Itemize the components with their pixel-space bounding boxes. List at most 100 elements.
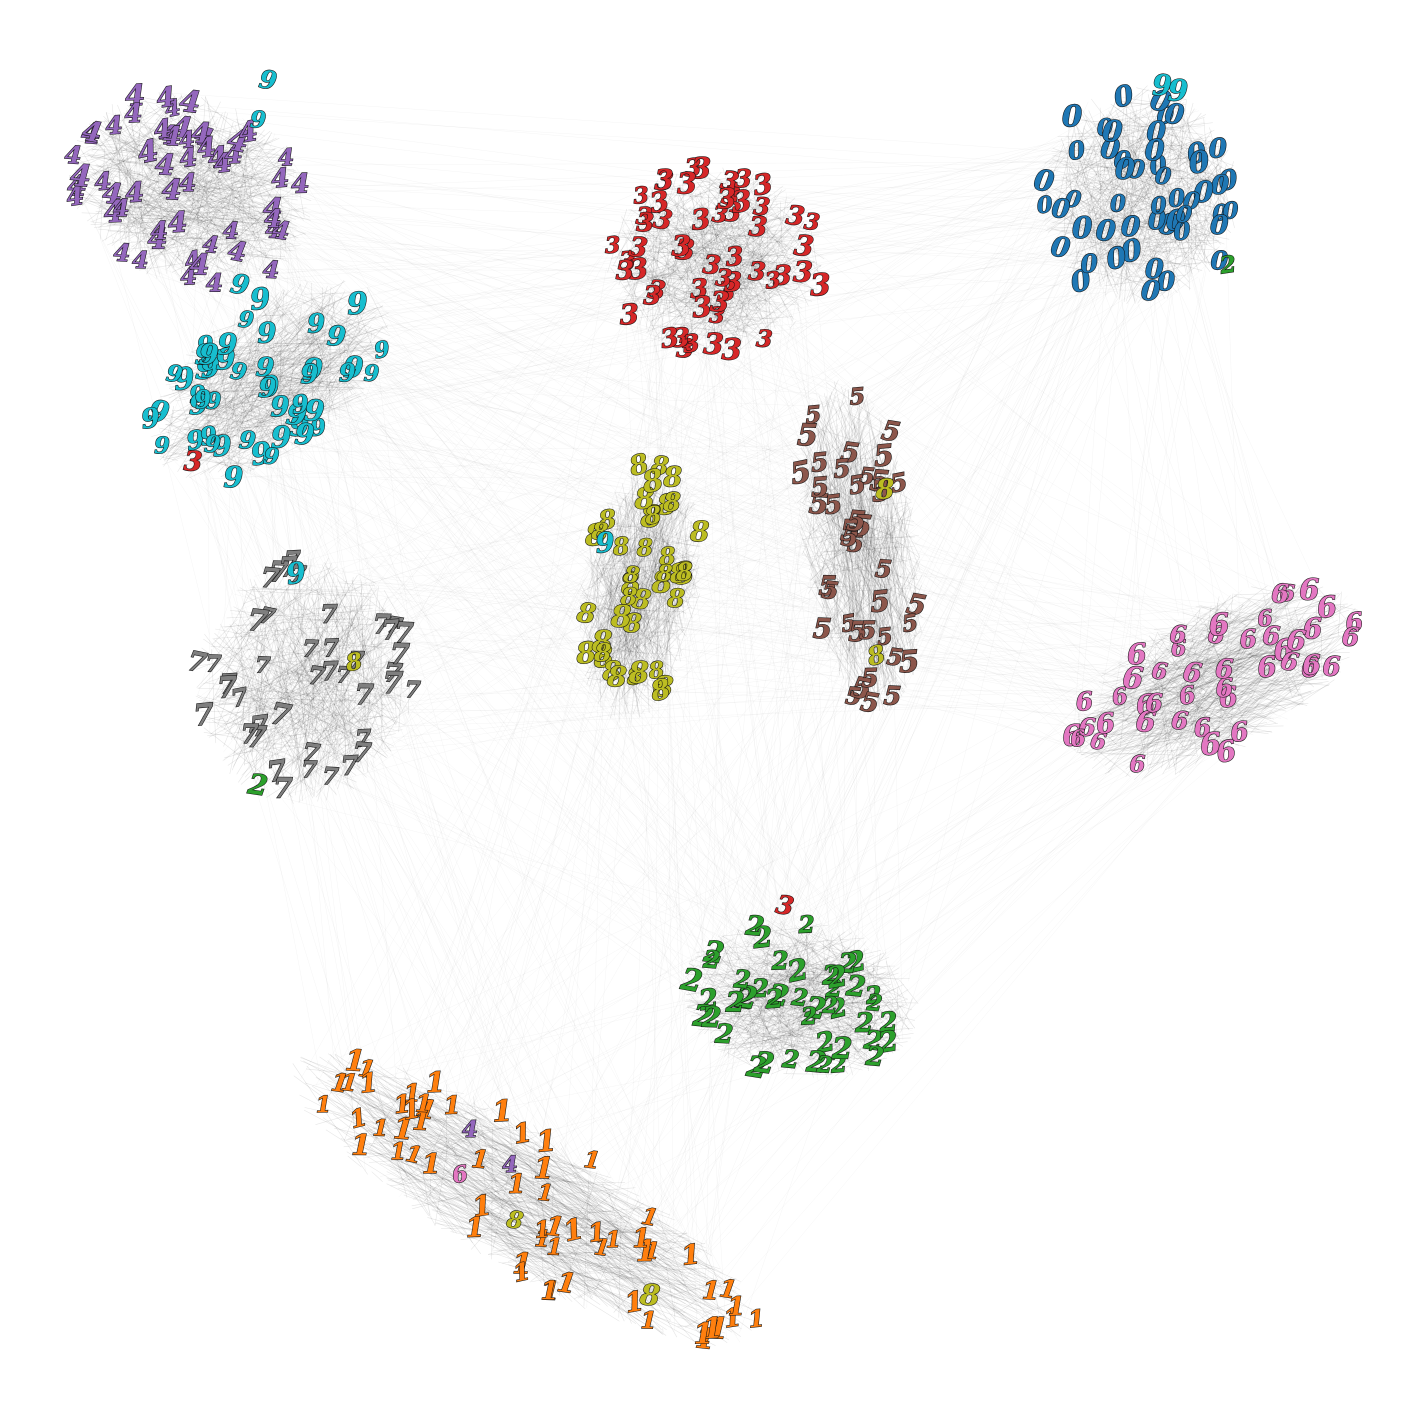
graph-edge	[475, 209, 700, 1184]
graph-edge	[193, 380, 815, 994]
graph-edge	[1117, 191, 1128, 267]
graph-edge	[1143, 257, 1196, 277]
graph-edge	[258, 113, 1120, 694]
graph-edge	[1105, 137, 1177, 261]
graph-edge	[262, 318, 780, 984]
graph-edge	[1144, 151, 1182, 199]
graph-edge	[212, 184, 1071, 282]
graph-edge	[343, 434, 878, 1105]
graph-edge	[1133, 142, 1219, 195]
graph-edge	[1152, 158, 1203, 186]
graph-edge	[1196, 206, 1218, 260]
graph-edge	[207, 466, 211, 733]
graph-edge	[269, 351, 649, 657]
graph-edge	[1097, 153, 1177, 252]
graph-edge	[133, 260, 276, 374]
graph-edge	[1098, 129, 1199, 194]
graph-edge	[788, 198, 1098, 269]
graph-edge	[299, 419, 1335, 674]
graph-edge	[1102, 223, 1288, 650]
graph-edge	[1077, 196, 1191, 290]
graph-edge	[1175, 166, 1216, 193]
graph-edge	[1186, 116, 1211, 239]
graph-edge	[1069, 167, 1125, 240]
graph-edge	[1092, 114, 1176, 122]
graph-edge	[1084, 222, 1105, 282]
graph-edge	[1091, 184, 1133, 236]
graph-edge	[1091, 181, 1137, 251]
graph-edge	[785, 192, 840, 671]
graph-edge	[675, 457, 877, 604]
graph-edge	[681, 1003, 892, 1273]
graph-edge	[287, 754, 784, 1007]
graph-edge	[156, 198, 761, 249]
graph-edge	[406, 594, 1238, 1071]
graph-edge	[1062, 154, 1104, 166]
graph-edge	[387, 743, 611, 1285]
graph-edge	[882, 654, 1314, 676]
graph-edge	[789, 709, 882, 924]
graph-edge	[102, 151, 866, 683]
graph-edge	[463, 1100, 599, 1204]
graph-edge	[368, 1152, 493, 1163]
graph-edge	[282, 497, 838, 570]
graph-edge	[1162, 97, 1229, 168]
graph-edge	[306, 231, 836, 391]
graph-edge	[1098, 181, 1131, 227]
graph-edge	[1158, 140, 1183, 153]
graph-edge	[651, 325, 663, 1311]
graph-edge	[600, 242, 1070, 649]
graph-edge	[653, 271, 885, 567]
graph-edge	[1085, 240, 1185, 267]
graph-edge	[1144, 177, 1228, 181]
graph-edge	[277, 216, 1151, 269]
graph-edge	[1070, 222, 1119, 288]
graph-edge	[132, 196, 783, 1013]
graph-edge	[837, 202, 1187, 425]
graph-edge	[359, 569, 762, 995]
graph-edge	[181, 174, 680, 388]
graph-edge	[282, 340, 654, 647]
graph-edge	[701, 209, 731, 1023]
graph-edge	[212, 437, 675, 669]
graph-edge	[767, 250, 1143, 935]
graph-edge	[1138, 176, 1212, 267]
graph-edge	[1104, 242, 1218, 263]
graph-edge	[186, 112, 748, 974]
graph-edge	[1164, 210, 1221, 245]
graph-edge	[546, 589, 1243, 1162]
graph-edge	[1193, 261, 1211, 264]
graph-edge	[254, 398, 840, 577]
graph-edge	[787, 460, 897, 989]
graph-edge	[1140, 149, 1199, 200]
graph-edge	[223, 197, 1182, 353]
graph-edge	[1166, 124, 1173, 220]
graph-edge	[798, 216, 1092, 1034]
graph-edge	[774, 156, 1133, 203]
graph-edge	[579, 1171, 598, 1231]
graph-edge	[1072, 156, 1209, 166]
graph-edge	[1069, 114, 1161, 256]
graph-edge	[1041, 190, 1145, 273]
graph-edge	[284, 300, 902, 1030]
graph-edge	[255, 149, 520, 1120]
graph-edge	[1051, 143, 1218, 152]
graph-edge	[621, 216, 767, 1046]
graph-edge	[197, 474, 663, 1282]
graph-edge	[1091, 98, 1181, 218]
graph-edge	[369, 1085, 414, 1149]
graph-edge	[257, 232, 617, 583]
graph-edge	[652, 558, 1145, 698]
graph-edge	[1152, 173, 1169, 230]
graph-edge	[203, 267, 342, 286]
graph-edge	[1071, 216, 1235, 265]
graph-edge	[467, 117, 1079, 1106]
graph-edge	[1084, 170, 1227, 236]
graph-edge	[624, 625, 658, 1260]
graph-edge	[245, 249, 653, 628]
graph-edge	[801, 140, 1203, 490]
graph-edge	[1075, 189, 1083, 195]
graph-edge	[1055, 188, 1168, 260]
graph-edge	[356, 627, 609, 681]
